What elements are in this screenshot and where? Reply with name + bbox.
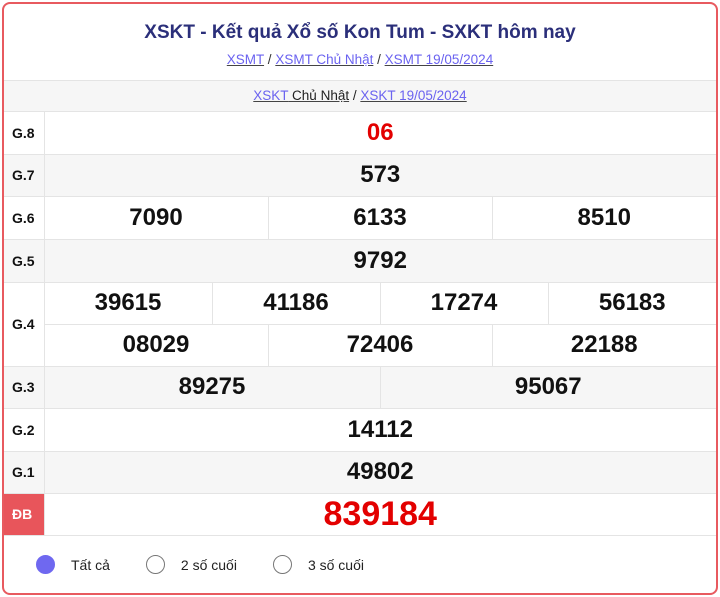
row-g2: G.2 14112 [4,408,716,452]
prize-label: G.6 [4,196,44,240]
header: XSKT - Kết quả Xổ số Kon Tum - SXKT hôm … [4,4,716,80]
prize-value: 6133 [267,196,492,240]
prize-value: 89275 [43,366,380,409]
prize-value: 06 [43,112,716,155]
filter-all[interactable]: Tất cả [36,555,110,574]
breadcrumb-xsmt-day[interactable]: XSMT Chủ Nhật [275,52,374,67]
breadcrumb: XSMT / XSMT Chủ Nhật / XSMT 19/05/2024 [226,52,494,67]
row-g4b: 08029 72406 22188 [4,324,716,367]
breadcrumb-xsmt[interactable]: XSMT [226,52,265,67]
radio-icon[interactable] [145,555,165,574]
day-text: Chủ Nhật [288,88,350,103]
prize-label: G.7 [4,154,44,197]
xskt-day-link[interactable]: XSKT Chủ Nhật [253,88,349,103]
prize-value: 95067 [379,366,716,409]
prize-value: 41186 [211,282,380,325]
xskt-link-text: XSKT [253,88,289,103]
row-g3: G.3 89275 95067 [4,366,716,409]
prize-label: G.2 [4,408,44,452]
row-g5: G.5 9792 [4,239,716,283]
prize-label: G.8 [4,112,44,155]
breadcrumb-xsmt-date[interactable]: XSMT 19/05/2024 [384,52,494,67]
prize-label: G.5 [4,239,44,283]
row-g4: G.4 39615 41186 17274 56183 [4,282,716,367]
prize-value: 17274 [379,282,548,325]
prize-value: 8510 [491,196,716,240]
sub-breadcrumb: XSKT Chủ Nhật / XSKT 19/05/2024 [4,80,716,112]
filter-label: Tất cả [71,556,110,573]
prize-value: 14112 [43,408,716,452]
prize-label: G.1 [4,451,44,494]
filter-label: 3 số cuối [307,556,364,573]
row-g7: G.7 573 [4,154,716,197]
prize-value: 22188 [491,324,716,367]
results-table: G.8 06 G.7 573 G.6 7090 6133 8510 G.5 9792 G.4… [4,112,716,536]
prize-value: 9792 [43,239,716,283]
row-g1: G.1 49802 [4,451,716,494]
row-g8: G.8 06 [4,112,716,155]
prize-label: G.3 [4,366,44,409]
digit-filter: Tất cả 2 số cuối 3 số cuối [4,536,716,594]
prize-value: 573 [43,154,716,197]
row-db: ĐB 839184 [4,493,716,536]
prize-value: 7090 [43,196,268,240]
xskt-date-link[interactable]: XSKT 19/05/2024 [360,88,467,103]
prize-value: 39615 [43,282,212,325]
radio-icon[interactable] [272,555,292,574]
prize-value: 72406 [267,324,492,367]
filter-label: 2 số cuối [180,556,237,573]
prize-value: 49802 [43,451,716,494]
prize-label: ĐB [4,493,44,536]
prize-value: 08029 [43,324,268,367]
prize-value: 56183 [547,282,716,325]
row-g6: G.6 7090 6133 8510 [4,196,716,240]
filter-last-2[interactable]: 2 số cuối [145,555,237,574]
filter-last-3[interactable]: 3 số cuối [272,555,364,574]
page-title: XSKT - Kết quả Xổ số Kon Tum - SXKT hôm … [144,22,576,43]
radio-selected-icon[interactable] [36,555,55,574]
prize-label: G.4 [4,282,44,367]
special-prize-value: 839184 [43,493,716,536]
